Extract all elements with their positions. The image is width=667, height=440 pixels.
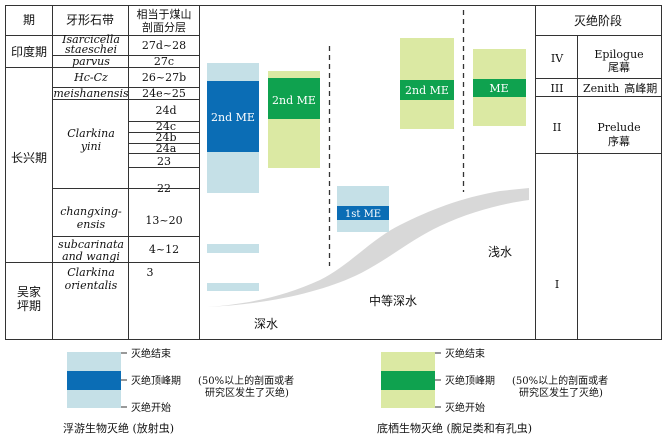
zone-hc-cz: Hc-Cz [73, 71, 108, 84]
legend-plankton-peak-swatch [67, 371, 121, 390]
bed-22: 22 [157, 182, 171, 195]
legend-note-line2: 研究区发生了灭绝) [205, 386, 289, 399]
header-meishan-line1: 相当于煤山 [137, 7, 192, 21]
bed-24a: 24a [156, 142, 177, 155]
bed-27c: 27c [154, 55, 174, 68]
bed-27d-28: 27d~28 [142, 39, 186, 52]
legend-start-label: 灭绝开始 [131, 401, 171, 414]
bed-3: 3 [147, 266, 154, 279]
bed-24d: 24d [155, 104, 176, 117]
benthos-me-label: ME [489, 82, 508, 95]
legend-end-label: 灭绝结束 [131, 347, 171, 360]
plankton-2nd-me-label: 2nd ME [211, 111, 255, 124]
zone-changxingensis-line2: ensis [77, 218, 106, 231]
phase-ii-en: Prelude [597, 121, 640, 134]
zone-orientalis-line1: Clarkina [67, 266, 115, 279]
phase-iv-en: Epilogue [594, 48, 643, 61]
plankton-peak-bar [207, 81, 259, 152]
zone-yini-line1: Clarkina [67, 127, 115, 140]
stage-induan: 印度期 [11, 44, 47, 59]
bed-24c: 24c [156, 120, 176, 133]
phase-ii-zh: 序幕 [608, 134, 630, 148]
table-frame [5, 5, 662, 340]
legend-note-line1: (50%以上的剖面或者 [198, 374, 294, 387]
stage-wuchiapingian-line2: 坪期 [17, 299, 41, 313]
zone-changxingensis-line1: changxing- [60, 205, 122, 218]
plankton-1st-me-label: 1st ME [345, 209, 381, 220]
header-conodont-zone: 牙形石带 [66, 13, 114, 27]
benthos-peak-bar-far [473, 79, 526, 97]
water-depth-wedge [207, 188, 529, 307]
plankton-minor-bar [207, 283, 259, 291]
phase-iv-numeral: IV [551, 52, 564, 65]
bed-26-27b: 26~27b [142, 71, 186, 84]
header-extinction-phases: 灭绝阶段 [574, 13, 622, 28]
stage-changhsingian: 长兴期 [11, 151, 47, 165]
phase-iv-zh: 尾幕 [608, 60, 630, 74]
benthos-2nd-me-label: 2nd ME [272, 94, 316, 107]
phase-iii-en: Zenith [583, 82, 619, 95]
legend-note-line2: 研究区发生了灭绝) [519, 386, 603, 399]
zone-subcarinata-line2: and wangi [62, 250, 120, 263]
header-stage: 期 [23, 13, 35, 27]
zone-isarcicella-line1: Isarcicella [61, 33, 120, 46]
plankton-1st-peak-bar [337, 206, 389, 220]
phase-iii-label: Zenith 高峰期 [583, 81, 657, 95]
phase-ii-numeral: II [553, 121, 562, 134]
benthos-2nd-me-right-label: 2nd ME [405, 84, 449, 97]
bed-24e-25: 24e~25 [142, 87, 186, 100]
legend-benthos: 灭绝结束 灭绝顶峰期 灭绝开始 (50%以上的剖面或者 研究区发生了灭绝) 底栖… [377, 347, 608, 435]
legend-end-label: 灭绝结束 [445, 347, 485, 360]
legend-start-label: 灭绝开始 [445, 401, 485, 414]
legend-benthos-caption: 底栖生物灭绝 (腕足类和有孔虫) [377, 421, 532, 435]
deep-water-label: 深水 [254, 317, 278, 331]
zone-parvus: parvus [72, 55, 110, 68]
zone-subcarinata-line1: subcarinata [58, 238, 124, 251]
legend-peak-label: 灭绝顶峰期 [131, 374, 181, 387]
legend-plankton: 灭绝结束 灭绝顶峰期 灭绝开始 (50%以上的剖面或者 研究区发生了灭绝) 浮游… [63, 347, 294, 435]
benthos-peak-bar [268, 78, 320, 119]
legend-plankton-caption: 浮游生物灭绝 (放射虫) [63, 421, 174, 435]
phase-iii-zh: 高峰期 [624, 81, 657, 95]
zone-orientalis-line2: orientalis [65, 279, 118, 292]
bed-24b: 24b [155, 131, 176, 144]
zone-isarcicella-line2: staeschei [65, 43, 117, 56]
legend-benthos-peak-swatch [381, 371, 435, 390]
bed-4-12: 4~12 [149, 243, 179, 256]
phase-iii-numeral: III [550, 82, 563, 95]
plankton-minor-bar [207, 244, 259, 253]
zone-meishanensis: meishanensis [53, 87, 129, 100]
benthos-peak-bar-right [400, 80, 454, 100]
zone-yini-line2: yini [80, 140, 101, 153]
bed-13-20: 13~20 [145, 214, 182, 227]
bed-23: 23 [157, 155, 171, 168]
shallow-water-label: 浅水 [488, 245, 512, 259]
stage-wuchiapingian-line1: 吴家 [17, 284, 41, 299]
legend-note-line1: (50%以上的剖面或者 [512, 374, 608, 387]
phase-i-numeral: I [555, 278, 559, 291]
legend-peak-label: 灭绝顶峰期 [445, 374, 495, 387]
medium-water-label: 中等深水 [369, 293, 417, 308]
header-meishan-line2: 剖面分层 [142, 20, 186, 34]
